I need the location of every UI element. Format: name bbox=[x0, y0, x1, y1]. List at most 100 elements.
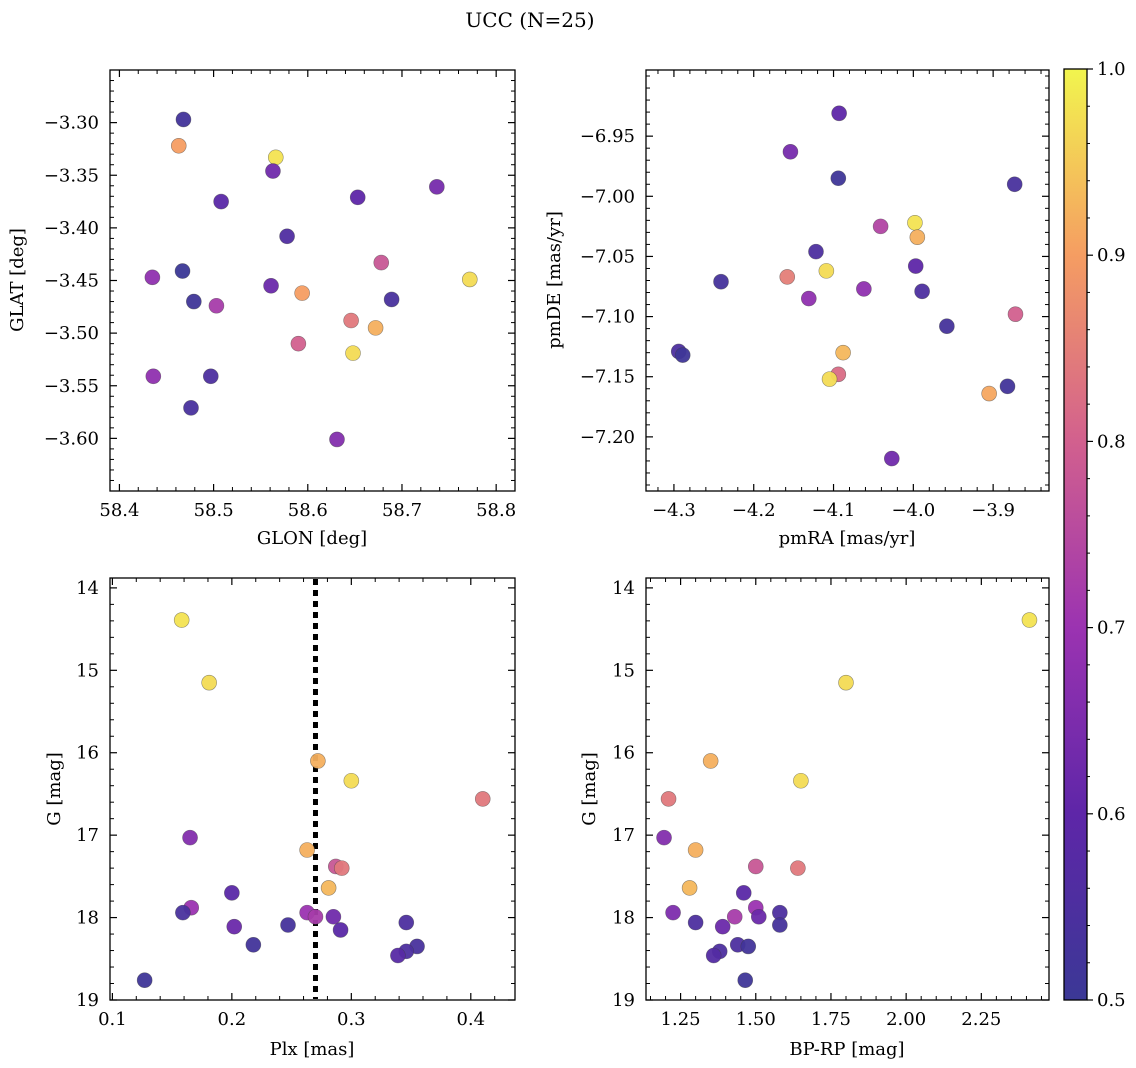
scatter-point bbox=[213, 193, 229, 210]
scatter-point bbox=[821, 371, 838, 387]
x-tick-label: −4.1 bbox=[812, 500, 856, 521]
scatter-point bbox=[208, 297, 225, 314]
scatter-point bbox=[398, 914, 415, 931]
y-tick-label: −7.00 bbox=[580, 186, 635, 207]
scatter-point bbox=[349, 189, 366, 206]
xlabel: GLON [deg] bbox=[257, 528, 367, 549]
scatter-point bbox=[299, 842, 315, 858]
scatter-point bbox=[656, 829, 672, 846]
colorbar-tick-label: 0.5 bbox=[1097, 990, 1126, 1011]
y-tick-label: 16 bbox=[76, 743, 99, 764]
y-tick-label: 17 bbox=[612, 825, 635, 846]
scatter-point bbox=[779, 269, 796, 285]
scatter-point bbox=[144, 269, 161, 286]
scatter-point bbox=[333, 860, 350, 876]
y-tick-label: 15 bbox=[612, 660, 635, 681]
scatter-point bbox=[224, 885, 240, 901]
x-tick-label: 0.1 bbox=[98, 1009, 127, 1030]
scatter-point bbox=[737, 972, 754, 989]
xlabel: pmRA [mas/yr] bbox=[779, 528, 916, 549]
scatter-point bbox=[782, 143, 799, 160]
scatter-point bbox=[186, 293, 202, 310]
panel-plx-g: 0.1 0.2 0.3 0.4 14 15 16 17 18 19 Plx [mas] G [ma… bbox=[44, 577, 516, 1060]
figure-title: UCC (N=25) bbox=[465, 8, 594, 32]
scatter-point bbox=[280, 917, 296, 933]
scatter-point bbox=[907, 258, 924, 274]
scatter-point bbox=[909, 229, 926, 245]
scatter-point bbox=[835, 344, 851, 361]
scatter-point bbox=[367, 320, 384, 336]
colorbar-tick-label: 0.9 bbox=[1097, 245, 1126, 266]
scatter-point bbox=[714, 918, 731, 935]
y-tick-label: −7.20 bbox=[580, 427, 635, 448]
scatter-point bbox=[793, 772, 809, 789]
scatter-point bbox=[343, 312, 359, 329]
y-tick-label: 14 bbox=[76, 578, 99, 599]
x-tick-label: 58.7 bbox=[382, 500, 422, 521]
scatter-point bbox=[332, 922, 349, 938]
scatter-point bbox=[320, 880, 337, 896]
scatter-point bbox=[307, 908, 324, 925]
scatter-point bbox=[279, 228, 295, 245]
x-tick-label: 2.00 bbox=[886, 1009, 926, 1030]
y-tick-label: 14 bbox=[612, 578, 635, 599]
scatter-point bbox=[747, 858, 764, 875]
scatter-point bbox=[345, 345, 361, 361]
scatter-point bbox=[175, 111, 192, 128]
y-tick-label: 19 bbox=[76, 990, 99, 1011]
colorbar: 0.5 0.6 0.7 0.8 0.9 1.0 bbox=[1063, 59, 1126, 1011]
x-tick-label: 0.3 bbox=[337, 1009, 366, 1030]
ylabel: GLAT [deg] bbox=[7, 228, 28, 332]
scatter-point bbox=[183, 400, 199, 416]
scatter-point bbox=[265, 163, 281, 179]
y-tick-label: 19 bbox=[612, 990, 635, 1011]
scatter-point bbox=[790, 860, 806, 876]
ylabel: pmDE [mas/yr] bbox=[544, 211, 565, 349]
x-tick-label: 2.25 bbox=[961, 1009, 1001, 1030]
scatter-point bbox=[1021, 612, 1038, 628]
x-tick-label: 1.50 bbox=[736, 1009, 776, 1030]
scatter-point bbox=[1007, 306, 1024, 322]
y-tick-label: −3.30 bbox=[44, 113, 99, 134]
y-tick-label: 18 bbox=[612, 908, 635, 929]
scatter-point bbox=[174, 263, 191, 279]
scatter-point bbox=[202, 368, 219, 385]
scatter-point bbox=[660, 791, 677, 807]
x-tick-label: 1.25 bbox=[661, 1009, 701, 1030]
scatter-point bbox=[838, 674, 854, 691]
scatter-point bbox=[170, 137, 187, 154]
scatter-point bbox=[856, 281, 872, 297]
scatter-point bbox=[713, 273, 729, 290]
x-tick-label: −4.3 bbox=[652, 500, 696, 521]
colorbar-tick-label: 0.6 bbox=[1097, 804, 1126, 825]
scatter-point bbox=[914, 283, 930, 300]
scatter-point bbox=[726, 908, 743, 925]
y-tick-label: 16 bbox=[612, 743, 635, 764]
scatter-point bbox=[1006, 176, 1023, 193]
x-tick-label: 58.5 bbox=[194, 500, 234, 521]
colorbar-gradient bbox=[1063, 68, 1088, 1001]
y-tick-label: −6.95 bbox=[580, 126, 635, 147]
scatter-point bbox=[702, 753, 719, 769]
x-tick-label: −4.2 bbox=[732, 500, 776, 521]
scatter-point bbox=[907, 214, 923, 231]
scatter-point bbox=[800, 290, 817, 307]
ylabel: G [mag] bbox=[44, 752, 65, 825]
ylabel: G [mag] bbox=[579, 752, 600, 825]
y-tick-label: −3.60 bbox=[44, 428, 99, 449]
scatter-point bbox=[390, 947, 406, 964]
scatter-point bbox=[226, 918, 243, 935]
scatter-point bbox=[175, 904, 191, 921]
scatter-point bbox=[687, 914, 704, 931]
scatter-point bbox=[772, 917, 788, 933]
x-tick-label: 1.75 bbox=[811, 1009, 851, 1030]
x-tick-label: 58.6 bbox=[288, 500, 328, 521]
y-tick-label: −7.15 bbox=[580, 367, 635, 388]
scatter-point bbox=[294, 285, 310, 301]
scatter-point bbox=[461, 271, 478, 288]
y-tick-label: 17 bbox=[76, 825, 99, 846]
x-tick-label: 58.4 bbox=[99, 500, 139, 521]
scatter-point bbox=[136, 972, 153, 989]
colorbar-tick-label: 0.8 bbox=[1097, 431, 1126, 452]
